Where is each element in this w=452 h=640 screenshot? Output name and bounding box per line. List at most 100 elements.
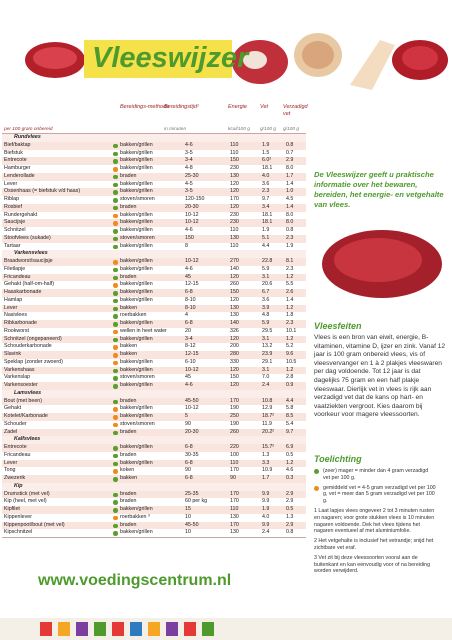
rating-dot bbox=[113, 283, 118, 288]
section-bg bbox=[2, 436, 306, 444]
cell: roerbakken bbox=[120, 312, 147, 319]
product: Schouder bbox=[4, 420, 27, 427]
cell: 0.5 bbox=[286, 506, 294, 512]
section-title: Rundvlees bbox=[14, 134, 41, 140]
cell: 3.6 bbox=[262, 180, 270, 187]
banner bbox=[25, 33, 448, 90]
rating-dot bbox=[113, 368, 118, 373]
cell: 4-6 bbox=[185, 382, 193, 388]
product: Lever bbox=[4, 304, 18, 311]
product: Haaskarbonade bbox=[4, 289, 42, 295]
row-bg bbox=[2, 413, 306, 421]
cell: bakken/grillen bbox=[120, 180, 153, 187]
cell: 270 bbox=[230, 258, 239, 264]
product: Stoofvlees (sukade) bbox=[4, 234, 51, 241]
cell: 5.1 bbox=[262, 234, 270, 241]
cell: 25-35 bbox=[185, 490, 199, 497]
cell: bakken/grillen bbox=[120, 165, 153, 171]
column-header: Verzadigd vet bbox=[283, 104, 308, 117]
cell: 5.8 bbox=[286, 405, 294, 412]
cell: 1.7 bbox=[286, 172, 294, 179]
cell: bakken bbox=[120, 351, 138, 357]
product: Lenderollade bbox=[4, 172, 35, 179]
cell: bakken bbox=[120, 304, 138, 311]
cell: 4.8 bbox=[262, 312, 270, 319]
rating-dot bbox=[113, 523, 118, 528]
cell: 260 bbox=[230, 428, 239, 435]
cell: 150 bbox=[230, 289, 239, 295]
stripes bbox=[0, 618, 452, 640]
cell: 8.5 bbox=[286, 413, 294, 419]
row-bg bbox=[2, 428, 306, 437]
cell: 6-8 bbox=[185, 475, 193, 481]
row-bg bbox=[2, 459, 306, 468]
cell: 110 bbox=[230, 149, 239, 156]
cell: 8.0 bbox=[286, 165, 294, 171]
cell: 2.3 bbox=[286, 234, 294, 241]
cell: 15.7² bbox=[262, 444, 275, 450]
cell: 5.4 bbox=[286, 420, 294, 427]
rating-dot bbox=[113, 477, 118, 482]
cell: braden bbox=[120, 428, 137, 435]
product: Speklap (zonder zwoerd) bbox=[4, 358, 63, 365]
cell: braden bbox=[120, 203, 137, 210]
cell: 10-12 bbox=[185, 258, 199, 264]
column-header: Vet bbox=[260, 104, 269, 110]
row-bg bbox=[2, 382, 306, 390]
product: Biefstuk bbox=[4, 149, 23, 156]
row-bg bbox=[2, 475, 306, 483]
rating-dot bbox=[113, 275, 118, 280]
cell: braden bbox=[120, 498, 137, 505]
rating-dot bbox=[113, 508, 118, 513]
cell: 29.5 bbox=[262, 327, 273, 334]
product: Zwezerik bbox=[4, 475, 26, 481]
cell: 3-5 bbox=[185, 149, 193, 156]
cell: 140 bbox=[230, 265, 239, 272]
rating-dot bbox=[113, 229, 118, 234]
cell: 200 bbox=[230, 343, 239, 350]
cell: 8-12 bbox=[185, 343, 196, 350]
unit: per 100 gram onbereid bbox=[4, 127, 53, 132]
cell: 2.3 bbox=[262, 188, 270, 195]
rating-dot bbox=[113, 353, 118, 358]
cell: 170 bbox=[230, 467, 239, 474]
rating-dot bbox=[314, 469, 319, 474]
cell: 4.0 bbox=[262, 172, 270, 179]
section-title: Lamsvlees bbox=[14, 389, 42, 396]
cell: bakken/grillen bbox=[120, 149, 153, 156]
row-bg bbox=[2, 157, 306, 165]
row-bg bbox=[2, 351, 306, 359]
product: Kipfilet bbox=[4, 506, 20, 512]
cell: 11.9 bbox=[262, 420, 272, 427]
cell: roerbakken ³ bbox=[120, 513, 150, 520]
cell: 110 bbox=[230, 141, 239, 148]
product: Saucijsje bbox=[4, 219, 26, 226]
cell: 4-6 bbox=[185, 141, 193, 148]
cell: 3.6 bbox=[262, 296, 270, 303]
cell: bakken/grillen bbox=[120, 227, 153, 233]
cell: 4.4 bbox=[286, 397, 294, 404]
cell: 250 bbox=[230, 413, 239, 419]
cell: 120 bbox=[230, 335, 239, 342]
cell: 8-10 bbox=[185, 304, 196, 311]
product: Filetlapje bbox=[4, 265, 26, 272]
cell: 280 bbox=[230, 351, 239, 357]
cell: 170 bbox=[230, 196, 239, 202]
cell: 8.0 bbox=[286, 211, 294, 218]
rating-dot bbox=[113, 461, 118, 466]
cell: bakken/grillen bbox=[120, 366, 153, 373]
cell: 8.1 bbox=[286, 258, 294, 264]
cell: bakken/grillen bbox=[120, 459, 153, 466]
cell: 130 bbox=[230, 513, 239, 520]
cell: 120 bbox=[230, 203, 239, 210]
cell: bakken/grillen bbox=[120, 320, 153, 326]
cell: 110 bbox=[230, 242, 239, 249]
cell: 29.1 bbox=[262, 358, 273, 365]
cell: 120-150 bbox=[185, 196, 205, 202]
row-bg bbox=[2, 219, 306, 227]
section-title: Kip bbox=[14, 482, 23, 489]
cell: 230 bbox=[230, 165, 239, 171]
cell: 260 bbox=[230, 281, 239, 288]
intro: De Vleeswijzer geeft u praktische inform… bbox=[314, 170, 444, 209]
